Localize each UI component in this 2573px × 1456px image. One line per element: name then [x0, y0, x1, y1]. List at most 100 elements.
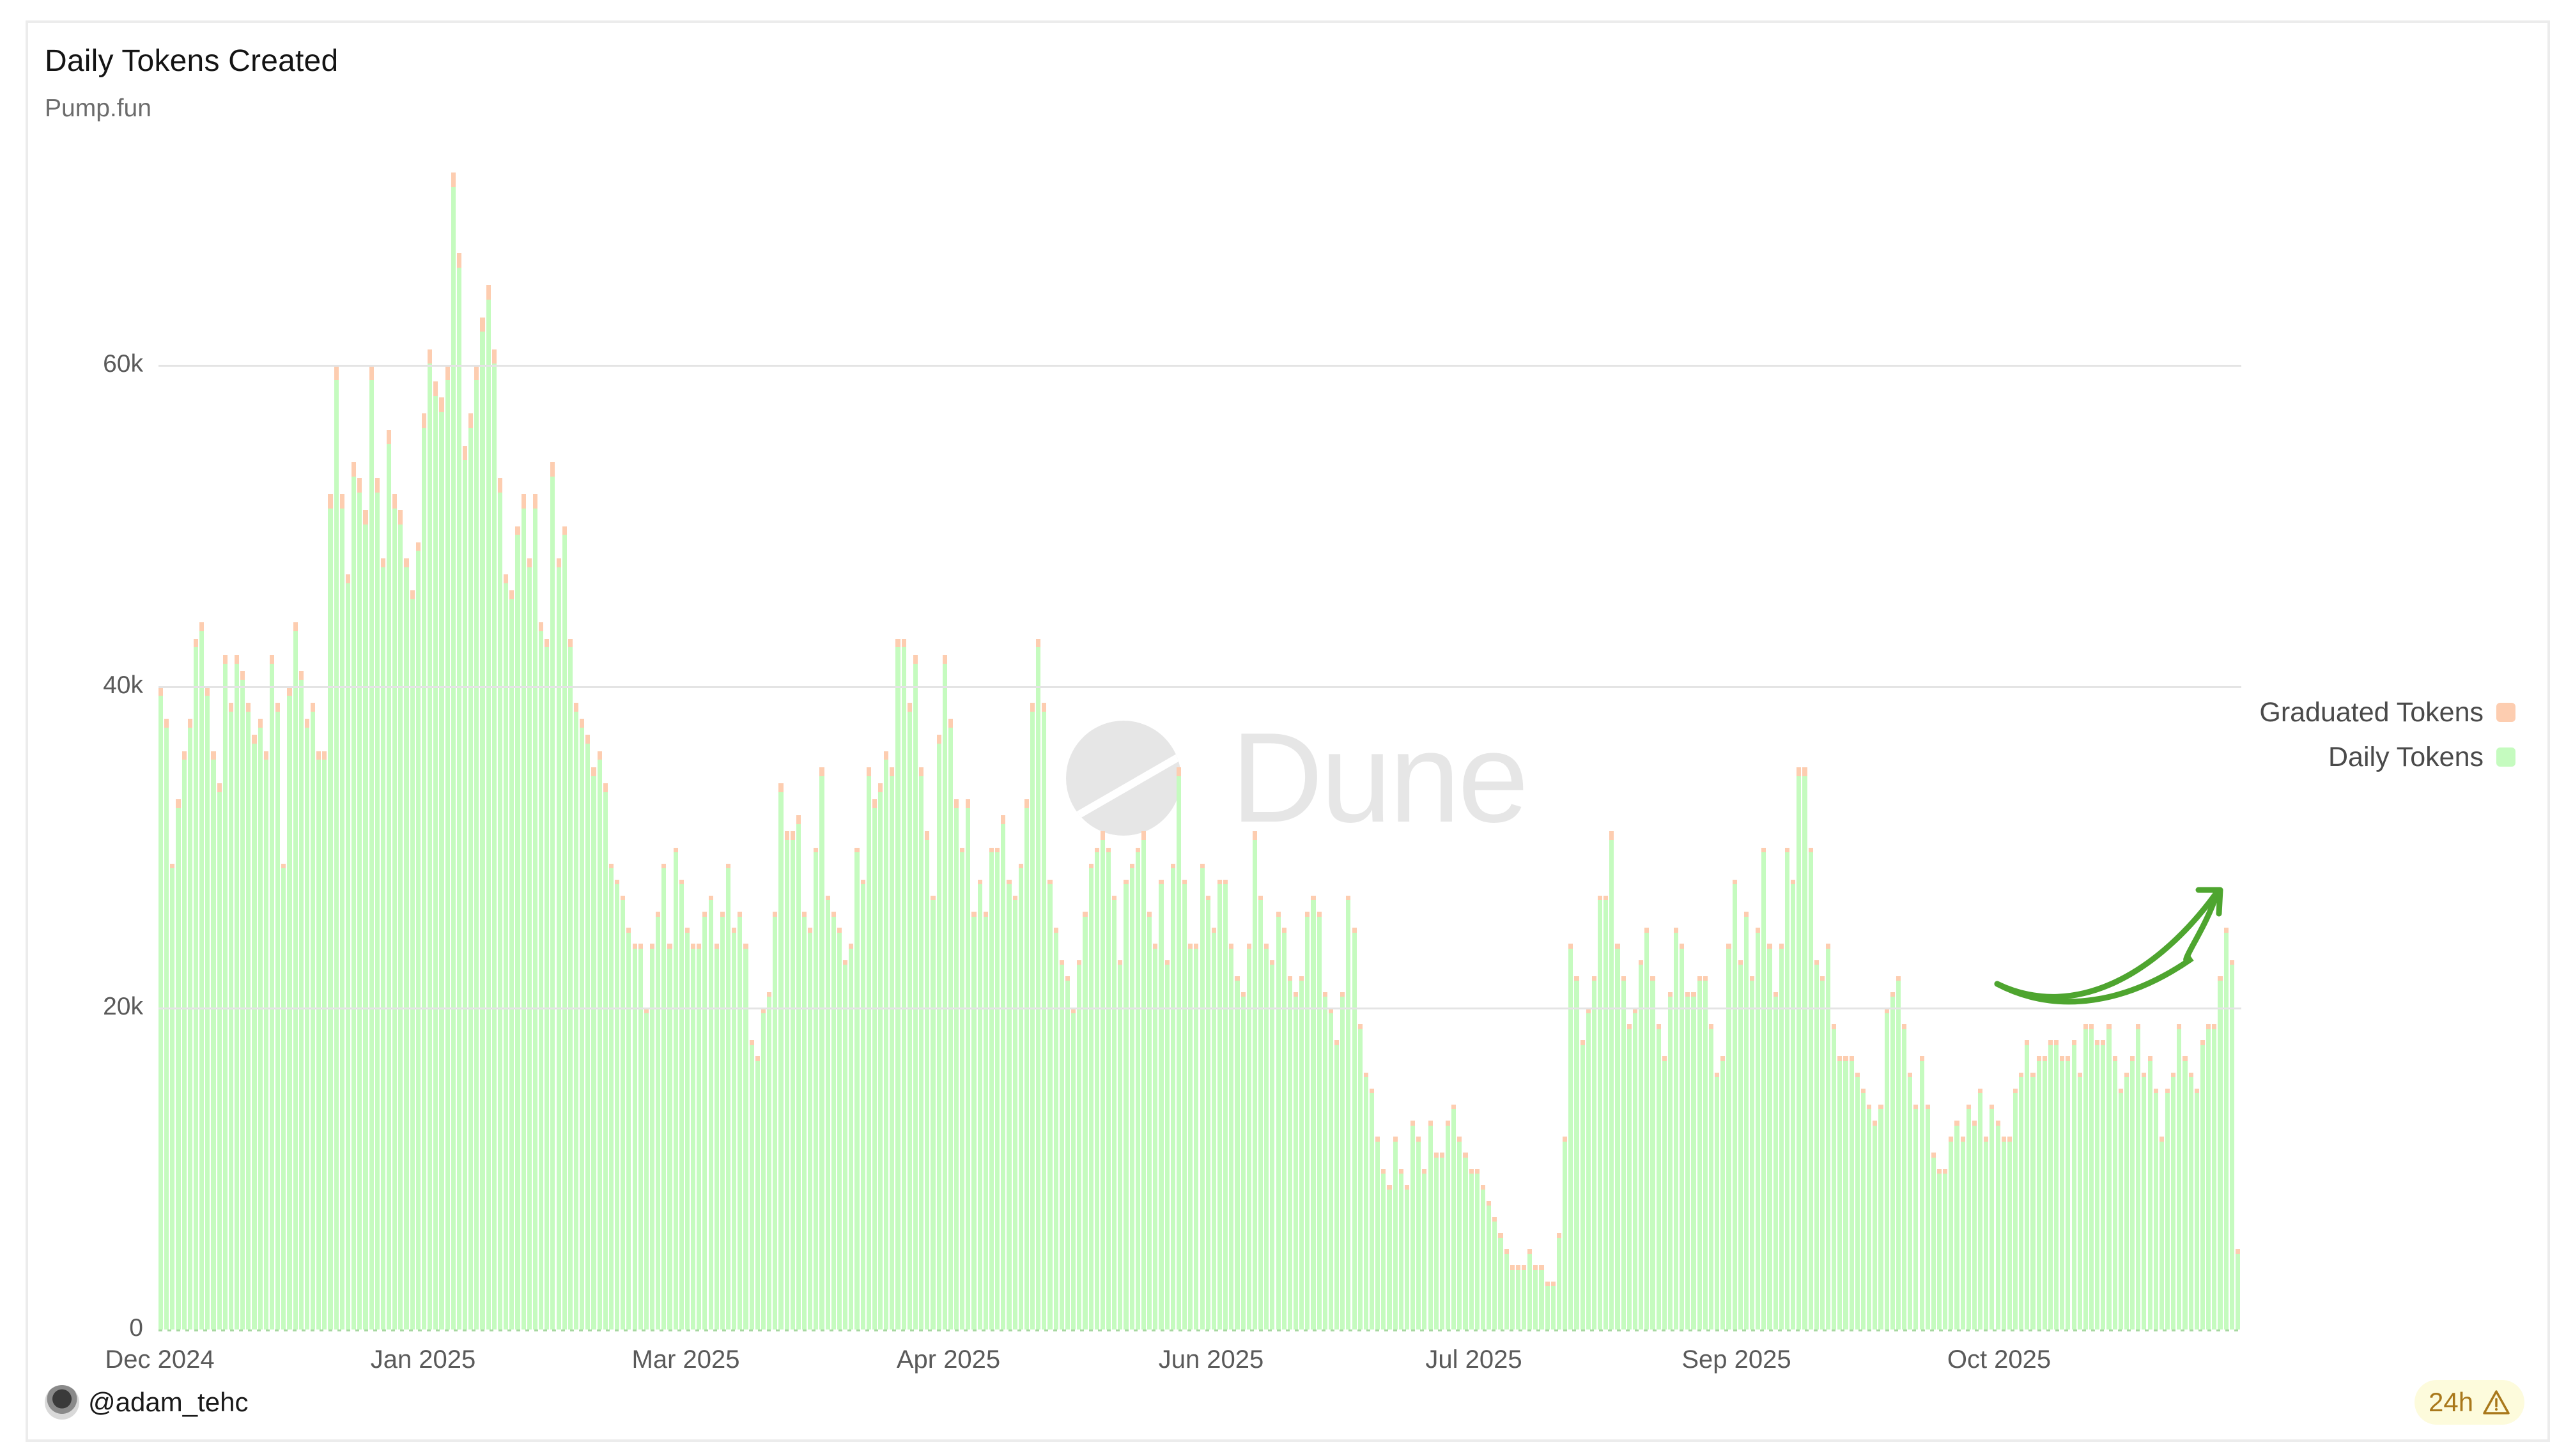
bar[interactable] [1732, 879, 1737, 1330]
bar[interactable] [1703, 976, 1708, 1330]
bar[interactable] [2124, 1072, 2129, 1330]
bar[interactable] [907, 703, 912, 1330]
bar[interactable] [1984, 1137, 1989, 1330]
bar[interactable] [2013, 1088, 2018, 1330]
bar[interactable] [2159, 1137, 2164, 1330]
bar[interactable] [954, 799, 959, 1330]
bar[interactable] [755, 1056, 760, 1330]
bar[interactable] [931, 895, 936, 1330]
bar[interactable] [1919, 1056, 1924, 1330]
bar[interactable] [1024, 799, 1029, 1330]
bar[interactable] [1539, 1265, 1544, 1330]
bar[interactable] [1176, 767, 1181, 1330]
bar[interactable] [1410, 1121, 1416, 1330]
bar[interactable] [808, 928, 813, 1330]
bar[interactable] [1796, 767, 1802, 1330]
bar[interactable] [1398, 1169, 1403, 1330]
bar[interactable] [983, 912, 988, 1330]
bar[interactable] [743, 944, 748, 1330]
bar[interactable] [2200, 1040, 2206, 1330]
bar[interactable] [316, 751, 321, 1330]
bar[interactable] [890, 767, 895, 1330]
bar[interactable] [474, 365, 479, 1330]
bar[interactable] [170, 863, 175, 1330]
bar[interactable] [311, 703, 316, 1330]
bar[interactable] [263, 751, 268, 1330]
bar[interactable] [597, 751, 602, 1330]
bar[interactable] [2142, 1072, 2147, 1330]
bar[interactable] [357, 478, 362, 1330]
bar[interactable] [1843, 1056, 1848, 1330]
bar[interactable] [1352, 928, 1357, 1330]
bar[interactable] [1164, 960, 1170, 1330]
bar[interactable] [989, 847, 994, 1330]
bar[interactable] [1305, 912, 1310, 1330]
bar[interactable] [480, 317, 485, 1330]
bar[interactable] [2147, 1056, 2152, 1330]
bar[interactable] [1650, 976, 1655, 1330]
bar[interactable] [1229, 944, 1234, 1330]
bar[interactable] [2153, 1088, 2158, 1330]
bar[interactable] [1586, 1008, 1591, 1330]
bar[interactable] [656, 912, 661, 1330]
bar[interactable] [1480, 1184, 1486, 1330]
bar[interactable] [1743, 912, 1749, 1330]
bar[interactable] [1433, 1153, 1439, 1330]
bar[interactable] [626, 928, 631, 1330]
bar[interactable] [193, 638, 199, 1330]
bar[interactable] [298, 670, 304, 1330]
bar[interactable] [580, 719, 585, 1330]
bar[interactable] [1896, 976, 1901, 1330]
bar[interactable] [1902, 1024, 1907, 1330]
bar[interactable] [1363, 1072, 1368, 1330]
bar[interactable] [1252, 831, 1257, 1330]
bar[interactable] [1773, 992, 1778, 1330]
bar[interactable] [211, 751, 216, 1330]
bar[interactable] [1685, 992, 1690, 1330]
bar[interactable] [352, 461, 357, 1330]
bar[interactable] [345, 574, 351, 1330]
bar[interactable] [708, 895, 713, 1330]
bar[interactable] [942, 654, 947, 1330]
bar[interactable] [837, 928, 842, 1330]
bar[interactable] [1334, 1040, 1340, 1330]
bar[interactable] [521, 494, 526, 1330]
bar[interactable] [1083, 912, 1088, 1330]
bar[interactable] [217, 783, 222, 1330]
bar[interactable] [1445, 1121, 1451, 1330]
bar[interactable] [1814, 960, 1819, 1330]
bar[interactable] [545, 638, 550, 1330]
bar[interactable] [1047, 879, 1053, 1330]
bar[interactable] [1632, 1008, 1638, 1330]
bar[interactable] [1515, 1265, 1520, 1330]
bar[interactable] [1217, 879, 1223, 1330]
bar[interactable] [573, 703, 579, 1330]
bar[interactable] [843, 960, 848, 1330]
bar[interactable] [269, 654, 275, 1330]
bar[interactable] [1738, 960, 1743, 1330]
bar[interactable] [1726, 944, 1731, 1330]
bar[interactable] [814, 847, 819, 1330]
bar[interactable] [1393, 1137, 1398, 1330]
bar[interactable] [2183, 1056, 2188, 1330]
bar[interactable] [849, 944, 854, 1330]
bar[interactable] [1281, 928, 1286, 1330]
bar[interactable] [1574, 976, 1579, 1330]
bar[interactable] [556, 558, 561, 1330]
bar[interactable] [1563, 1137, 1568, 1330]
bar[interactable] [1381, 1169, 1386, 1330]
bar[interactable] [568, 638, 573, 1330]
bar[interactable] [1820, 976, 1825, 1330]
bar[interactable] [679, 879, 684, 1330]
bar[interactable] [1890, 992, 1895, 1330]
bar[interactable] [428, 349, 433, 1330]
bar[interactable] [439, 397, 444, 1330]
bar[interactable] [2188, 1072, 2193, 1330]
bar[interactable] [1276, 912, 1281, 1330]
bar[interactable] [2218, 976, 2223, 1330]
bar[interactable] [790, 831, 795, 1330]
bar[interactable] [1662, 1056, 1667, 1330]
bar[interactable] [1311, 895, 1316, 1330]
legend-item-graduated-tokens[interactable]: Graduated Tokens [2259, 690, 2515, 735]
bar[interactable] [1603, 895, 1609, 1330]
